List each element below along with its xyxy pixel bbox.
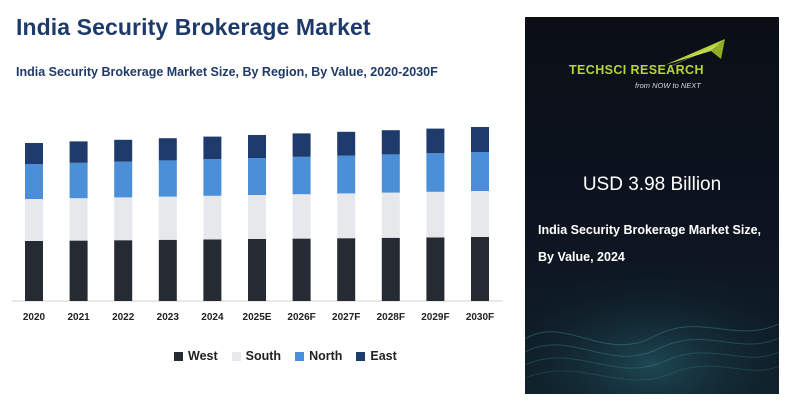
bar-south-2026f — [292, 194, 311, 239]
bar-east-2023 — [158, 138, 177, 161]
bar-north-2030f — [471, 152, 489, 191]
headline-value: USD 3.98 Billion — [582, 174, 722, 195]
bar-west-2020 — [25, 241, 43, 301]
bar-north-2022 — [114, 161, 133, 198]
legend-label-west: West — [188, 349, 218, 363]
legend-item-west: West — [174, 349, 218, 363]
bar-east-2024 — [203, 136, 222, 160]
page-title: India Security Brokerage Market — [16, 14, 371, 40]
bar-west-2025e — [248, 239, 266, 301]
bar-south-2027f — [337, 193, 356, 239]
legend-label-east: East — [370, 349, 397, 363]
bar-north-2027f — [337, 155, 356, 194]
bar-south-2020 — [25, 199, 43, 241]
logo-arrow-icon — [665, 39, 725, 67]
bar-east-2021 — [69, 141, 88, 163]
bar-south-2023 — [158, 196, 177, 240]
bar-east-2028f — [381, 130, 400, 155]
x-tick-label: 2024 — [201, 312, 224, 323]
x-tick-label: 2022 — [112, 312, 135, 323]
bar-east-2020 — [25, 143, 43, 164]
logo-name: TECHSCI RESEARCH — [569, 63, 704, 77]
legend-swatch-south — [231, 351, 241, 361]
bar-south-2028f — [381, 192, 400, 238]
bar-south-2029f — [426, 191, 445, 238]
legend-swatch-north — [295, 351, 305, 361]
bar-north-2020 — [25, 164, 43, 199]
bar-south-2024 — [203, 195, 222, 240]
legend-swatch-west — [174, 351, 183, 361]
chart-subtitle: India Security Brokerage Market Size, By… — [16, 65, 438, 79]
bar-south-2022 — [114, 197, 133, 241]
x-tick-label: 2023 — [157, 312, 180, 323]
x-tick-label: 2025E — [243, 312, 272, 323]
bar-east-2027f — [337, 131, 356, 156]
x-tick-label: 2026F — [287, 312, 315, 323]
bar-west-2030f — [471, 237, 489, 301]
bar-west-2026f — [292, 238, 311, 301]
bar-south-2025e — [248, 195, 266, 239]
bar-north-2025e — [248, 158, 266, 195]
bar-east-2026f — [292, 133, 311, 157]
legend-item-south: South — [231, 349, 282, 363]
chart-legend: West South North East — [174, 349, 397, 363]
legend-item-north: North — [295, 349, 342, 363]
x-tick-label: 2029F — [421, 312, 449, 323]
bar-north-2023 — [158, 160, 177, 197]
bar-east-2022 — [114, 139, 133, 162]
legend-swatch-east — [356, 351, 366, 361]
bar-south-2030f — [471, 191, 489, 237]
bar-east-2030f — [471, 127, 489, 152]
x-tick-label: 2020 — [23, 312, 46, 323]
bar-west-2021 — [69, 240, 88, 301]
bar-east-2029f — [426, 128, 445, 154]
bar-north-2026f — [292, 156, 311, 195]
wave-graphic — [525, 244, 779, 394]
x-tick-label: 2028F — [377, 312, 405, 323]
legend-label-north: North — [309, 349, 343, 363]
bar-south-2021 — [69, 198, 88, 241]
stacked-bar-chart: 2020 2021 2022 2023 2024 2025E 2026F 2027F 2028F… — [12, 127, 503, 323]
x-tick-label: 2030F — [466, 312, 494, 323]
bar-east-2025e — [248, 135, 266, 158]
bar-north-2024 — [203, 159, 222, 196]
bar-north-2021 — [69, 162, 88, 199]
legend-label-south: South — [245, 349, 282, 363]
bar-west-2024 — [203, 239, 222, 301]
bar-west-2023 — [158, 239, 177, 301]
logo-tagline: from NOW to NEXT — [635, 81, 701, 90]
techsci-logo: TECHSCI RESEARCH from NOW to NEXT — [569, 35, 739, 105]
bar-west-2028f — [381, 237, 400, 301]
legend-item-east: East — [356, 349, 397, 363]
summary-panel: TECHSCI RESEARCH from NOW to NEXT USD 3.… — [525, 17, 779, 394]
bar-west-2022 — [114, 240, 133, 301]
x-tick-label: 2021 — [67, 312, 90, 323]
bar-north-2029f — [426, 153, 445, 192]
bar-west-2027f — [337, 238, 356, 301]
bar-west-2029f — [426, 237, 445, 301]
bar-north-2028f — [381, 154, 400, 193]
headline-label: India Security Brokerage Market Size, By… — [538, 223, 762, 264]
x-tick-label: 2027F — [332, 312, 360, 323]
